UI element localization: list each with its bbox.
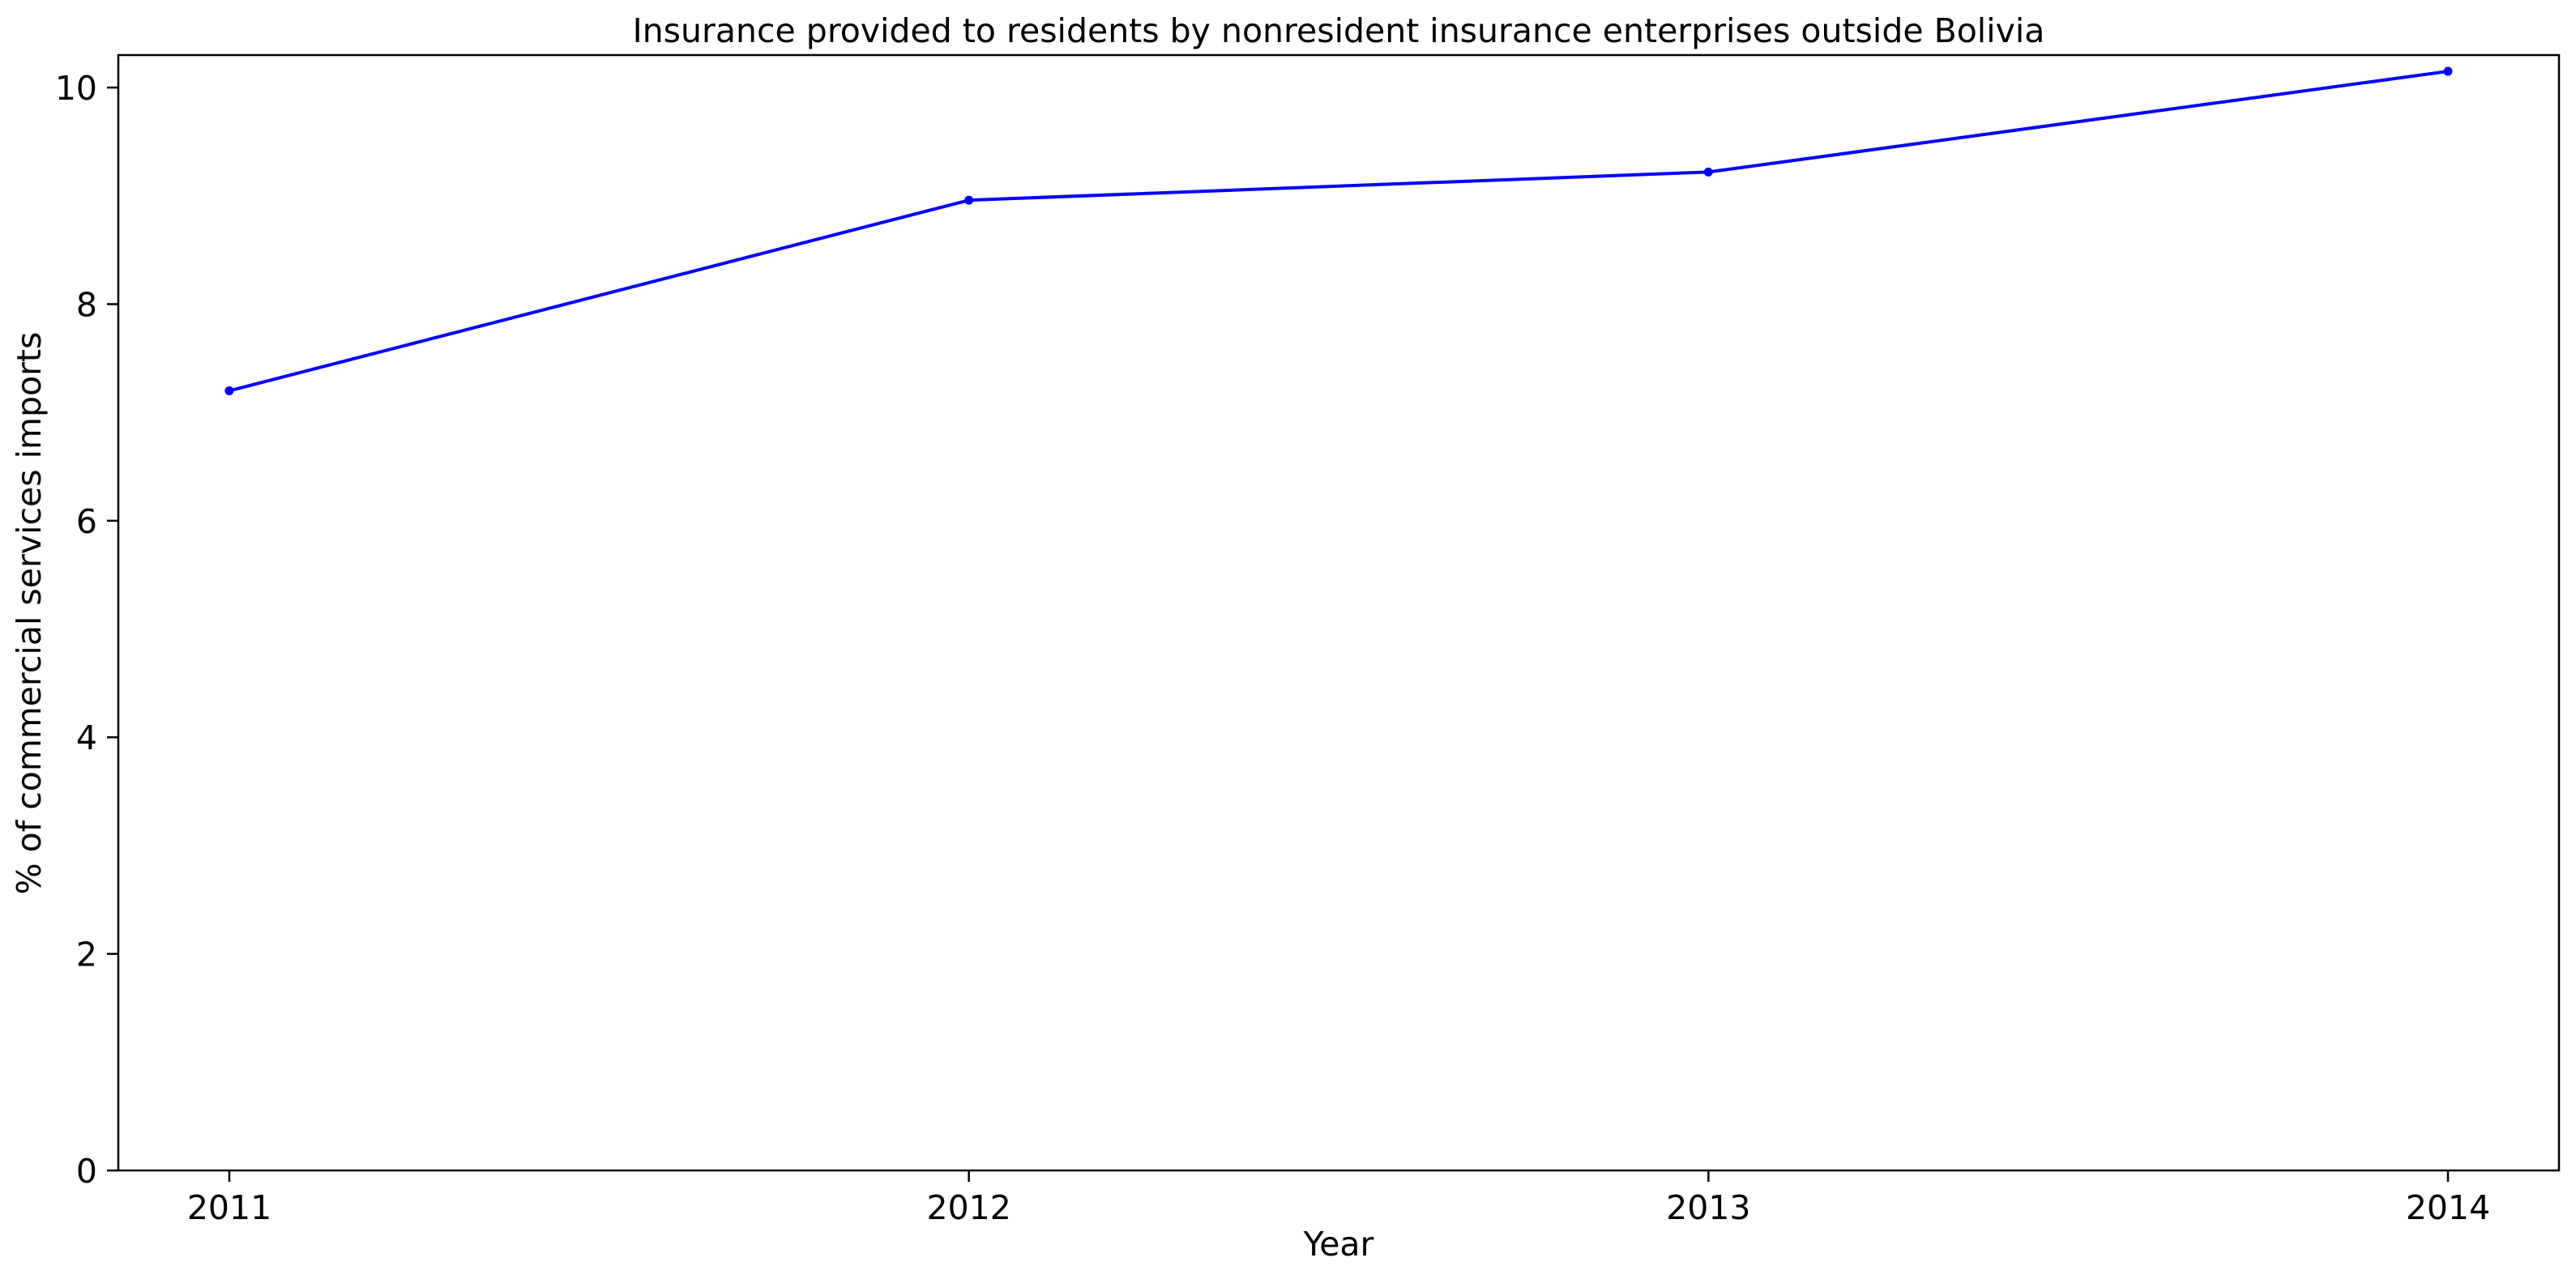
- y-axis-label: % of commercial services imports: [10, 332, 49, 895]
- data-point: [2443, 66, 2453, 76]
- y-axis: 0 2 4 6 8 10: [55, 69, 118, 1191]
- data-point: [224, 386, 234, 395]
- y-tick-label: 6: [76, 502, 97, 541]
- y-tick-label: 8: [76, 285, 97, 324]
- x-axis: 2011 2012 2013 2014: [187, 1170, 2490, 1227]
- x-tick-label: 2013: [1666, 1188, 1750, 1227]
- data-point: [964, 195, 974, 205]
- x-tick-label: 2011: [187, 1188, 271, 1227]
- series-line: [228, 70, 2450, 393]
- plot-area-frame: [117, 53, 2561, 1172]
- y-tick-label: 4: [76, 718, 97, 757]
- x-tick-label: 2014: [2406, 1188, 2490, 1227]
- series-layer: [224, 66, 2453, 395]
- data-point: [1703, 167, 1713, 177]
- y-tick-label: 10: [55, 69, 97, 108]
- x-tick-label: 2012: [926, 1188, 1010, 1227]
- y-tick-label: 0: [76, 1152, 97, 1191]
- y-tick-label: 2: [76, 936, 97, 974]
- x-axis-label: Year: [1303, 1225, 1374, 1264]
- chart-title: Insurance provided to residents by nonre…: [633, 11, 2045, 50]
